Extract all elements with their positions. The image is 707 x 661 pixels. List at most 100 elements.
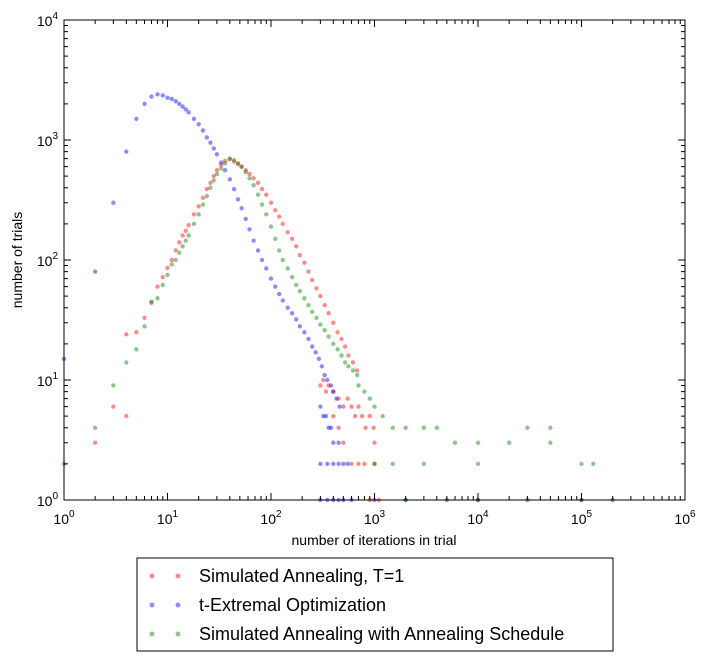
data-point	[342, 344, 348, 349]
data-point	[208, 140, 213, 145]
x-tick-label: 106	[674, 509, 696, 527]
data-point	[289, 236, 295, 242]
data-point	[243, 169, 248, 175]
data-point	[239, 164, 244, 169]
data-point	[259, 186, 265, 192]
data-point	[111, 383, 116, 388]
data-point	[306, 269, 311, 274]
data-point	[268, 224, 274, 229]
data-point	[331, 389, 336, 394]
data-point	[356, 383, 361, 388]
series-3-points	[92, 156, 596, 503]
data-point	[173, 248, 178, 253]
data-point	[349, 461, 354, 467]
data-point	[318, 404, 323, 409]
data-point	[318, 322, 323, 327]
data-point	[251, 183, 256, 188]
data-point	[322, 372, 327, 378]
data-point	[134, 347, 139, 352]
data-point	[434, 425, 440, 430]
data-point	[218, 162, 224, 168]
data-point	[319, 364, 325, 369]
data-point	[218, 160, 224, 165]
data-point	[325, 461, 330, 467]
data-point	[297, 324, 303, 329]
data-point	[331, 440, 336, 445]
legend-label: Simulated Annealing with Annealing Sched…	[199, 624, 564, 644]
data-point	[313, 350, 318, 355]
data-point	[309, 309, 315, 315]
data-point	[337, 404, 342, 409]
data-point	[289, 274, 295, 280]
data-point	[323, 413, 329, 419]
data-point	[318, 383, 323, 388]
data-point	[235, 161, 241, 167]
data-point	[273, 208, 278, 213]
data-point	[214, 152, 220, 157]
data-point	[328, 425, 334, 430]
data-point	[204, 194, 210, 199]
series-2-points	[61, 92, 615, 503]
data-point	[342, 360, 348, 365]
x-tick-label: 100	[53, 509, 75, 527]
data-point	[293, 282, 299, 288]
data-point	[356, 461, 361, 467]
data-point	[390, 425, 395, 430]
data-point	[363, 425, 368, 430]
data-point	[251, 176, 256, 181]
data-point	[335, 330, 340, 335]
data-point	[331, 389, 336, 394]
data-point	[331, 341, 336, 347]
data-point	[222, 168, 228, 173]
data-point	[371, 425, 376, 430]
y-tick-label: 101	[37, 371, 59, 389]
axis-tick-labels: 100 101 102 103 104 105 106 100 101 102 103 104	[37, 11, 696, 527]
data-point	[124, 149, 129, 154]
legend-marker	[175, 602, 181, 608]
data-point	[255, 248, 261, 253]
data-point	[548, 440, 553, 445]
data-point	[160, 93, 165, 98]
data-point	[350, 360, 356, 365]
data-point	[231, 159, 237, 164]
data-point	[186, 110, 191, 115]
axis-ticks	[63, 19, 686, 501]
data-point	[186, 223, 191, 228]
data-point	[160, 274, 165, 280]
data-point	[328, 383, 334, 388]
data-point	[306, 303, 311, 308]
data-point	[289, 311, 295, 316]
data-point	[211, 173, 216, 179]
x-tick-label: 101	[157, 509, 179, 527]
legend-box	[136, 557, 614, 652]
legend-marker	[175, 631, 181, 637]
data-point	[306, 336, 311, 342]
data-point	[255, 180, 261, 185]
data-point	[591, 461, 596, 467]
data-point	[335, 347, 340, 352]
data-point	[297, 252, 303, 258]
data-point	[177, 250, 182, 255]
data-point	[142, 101, 147, 107]
data-point	[134, 330, 139, 335]
data-point	[231, 157, 237, 163]
data-point	[334, 396, 339, 401]
data-point	[273, 284, 278, 289]
data-point	[186, 233, 191, 238]
data-point	[372, 461, 377, 467]
data-point	[354, 368, 360, 373]
data-point	[293, 244, 299, 249]
data-point	[336, 440, 341, 445]
data-point	[345, 461, 350, 467]
series-1-points	[61, 157, 381, 503]
data-point	[268, 200, 274, 205]
data-point	[247, 227, 252, 232]
data-point	[227, 177, 233, 182]
data-point	[372, 404, 377, 409]
data-point	[214, 171, 220, 177]
data-point	[211, 146, 216, 151]
data-point	[318, 461, 323, 467]
data-point	[165, 95, 170, 100]
data-point	[314, 315, 319, 320]
